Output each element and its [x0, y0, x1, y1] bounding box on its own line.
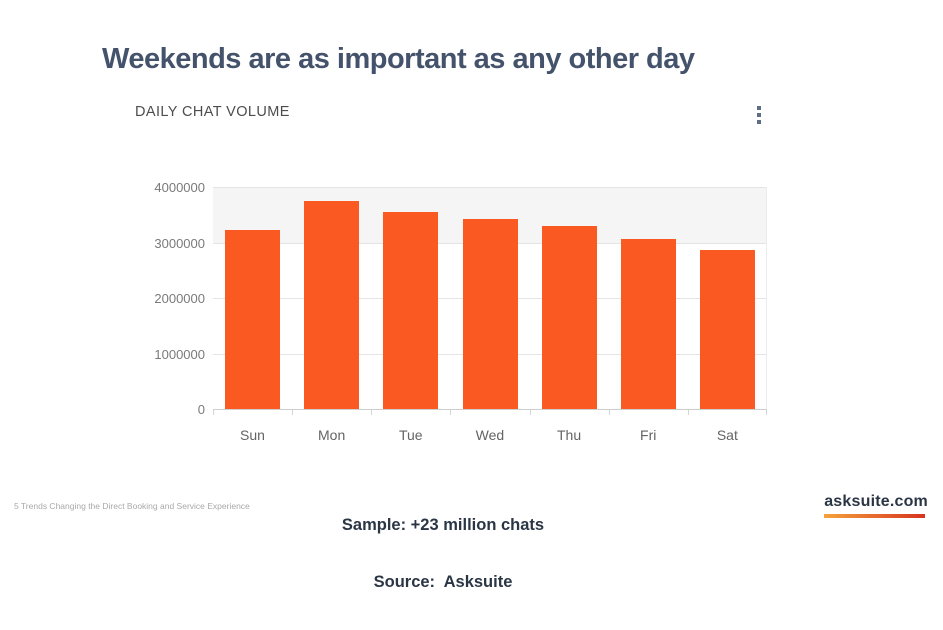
x-axis-tick-label: Wed [475, 427, 505, 443]
x-axis-tick-label: Tue [398, 427, 423, 443]
bar-tue [383, 211, 439, 409]
x-axis-tick-label: Thu [557, 427, 582, 443]
bar-sat [699, 250, 755, 409]
bar-chart-plot-area [213, 187, 767, 410]
x-axis-tick [450, 410, 452, 415]
y-axis-tick-label: 3000000 [154, 235, 205, 251]
x-axis-tick [687, 410, 689, 415]
bar-fri [620, 239, 676, 409]
x-axis-tick [529, 410, 531, 415]
y-axis-tick-label: 4000000 [154, 180, 205, 195]
x-axis-tick [371, 410, 373, 415]
deck-title: 5 Trends Changing the Direct Booking and… [14, 501, 250, 511]
sample-line: Sample: +23 million chats [341, 516, 545, 534]
bar-sun [225, 229, 281, 409]
kebab-menu-icon[interactable] [750, 102, 768, 128]
plot-right-edge [766, 187, 767, 409]
slide: Weekends are as important as any other d… [14, 43, 928, 591]
y-axis-tick-label: 1000000 [154, 346, 205, 362]
x-axis-tick [608, 410, 610, 415]
brand-underline [824, 514, 926, 518]
page-title: Weekends are as important as any other d… [102, 43, 695, 76]
gridline [213, 187, 767, 188]
y-axis-tick-label: 2000000 [154, 291, 205, 306]
x-axis-tick [766, 410, 767, 415]
y-axis-tick-label: 0 [197, 402, 205, 417]
brand-text: asksuite.com [824, 493, 928, 510]
footer-note: Sample: +23 million chats Source: Asksui… [233, 478, 653, 630]
x-axis-tick-label: Fri [640, 427, 657, 443]
bar-thu [541, 226, 597, 409]
brand-logo: asksuite.com [824, 493, 928, 518]
bar-mon [304, 200, 360, 409]
source-line: Source: Asksuite [373, 573, 513, 591]
bar-wed [462, 219, 518, 409]
x-axis-tick-label: Mon [318, 427, 346, 443]
x-axis-tick [292, 410, 294, 415]
chart-widget-title: DAILY CHAT VOLUME [135, 104, 290, 120]
x-axis-tick-label: Sat [716, 427, 738, 443]
x-axis-tick-label: Sun [240, 427, 265, 443]
x-axis-tick [213, 410, 214, 415]
